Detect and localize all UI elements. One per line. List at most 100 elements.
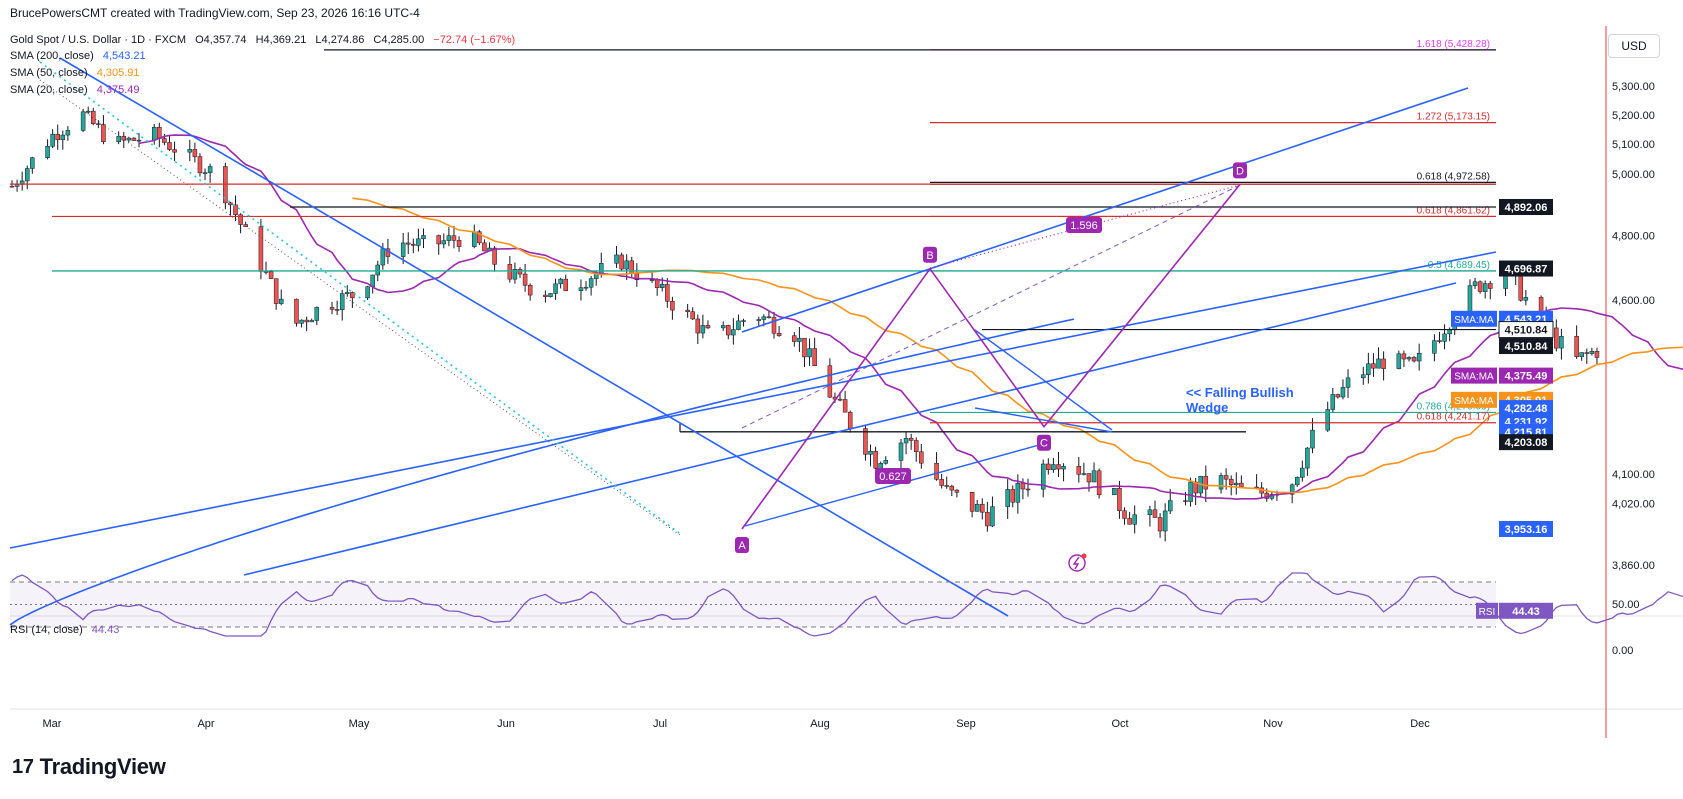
candle-body	[690, 311, 695, 320]
x-tick-label: Jun	[497, 718, 515, 730]
legend-rsi[interactable]: RSI (14, close) 44.43	[10, 624, 119, 636]
channel-line-lower-2	[243, 282, 1457, 576]
candle-body	[990, 506, 995, 527]
currency-button[interactable]: USD	[1608, 34, 1660, 58]
x-tick-label: Dec	[1410, 718, 1430, 730]
wedge-base-line	[974, 407, 1113, 433]
candle-body	[812, 348, 817, 366]
x-tick-label: Nov	[1263, 718, 1283, 730]
candle-body	[1437, 340, 1442, 342]
price-badge-value: 4,510.84	[1505, 341, 1549, 353]
candle-body	[294, 298, 299, 324]
y-tick-label: 4,600.00	[1612, 295, 1655, 307]
candle-body	[548, 293, 553, 297]
candle-body	[1574, 336, 1579, 357]
candle-body	[228, 202, 233, 206]
candle-body	[1203, 475, 1209, 490]
candle-body	[654, 279, 660, 288]
candle-body	[1411, 357, 1417, 362]
rsi-panel: 50.00 0.00 RSI 44.43	[10, 572, 1683, 657]
candle-body	[1157, 517, 1163, 532]
candle-body	[543, 294, 548, 297]
x-tick-label: Aug	[810, 718, 830, 730]
pattern-point-badge	[1233, 162, 1247, 179]
candle-body	[167, 142, 172, 150]
y-tick-label: 4,020.00	[1612, 499, 1655, 511]
candle-body	[1488, 283, 1493, 289]
sma200-line	[9, 318, 1075, 626]
candle-body	[913, 440, 919, 453]
channel-line-upper	[741, 87, 1469, 333]
wedge-upper-line	[974, 329, 1113, 431]
legend-sma200[interactable]: SMA (200, close) 4,543.21	[10, 50, 146, 62]
candle-body	[370, 274, 375, 287]
abcd-pattern-line	[741, 183, 1241, 530]
candle-body	[1406, 357, 1412, 360]
candle-body	[50, 133, 55, 147]
candle-body	[599, 263, 604, 274]
pattern-point-label: A	[738, 540, 746, 552]
candle-body	[350, 292, 355, 299]
candle-body	[1401, 353, 1407, 360]
dotted-trendline-2	[39, 79, 681, 536]
candle-body	[969, 491, 975, 512]
sma20-line	[138, 134, 1683, 501]
candle-body	[731, 329, 736, 336]
candle-body	[1366, 363, 1371, 376]
candle-body	[1096, 470, 1102, 496]
candle-body	[1289, 484, 1295, 495]
tradingview-logo-icon: 17	[12, 755, 34, 778]
candle-body	[1294, 477, 1300, 486]
candle-body	[1300, 467, 1305, 478]
candle-body	[1523, 297, 1529, 301]
candle-body	[273, 278, 279, 304]
x-tick-label: Mar	[43, 718, 62, 730]
legend-sma20[interactable]: SMA (20, close) 4,375.49	[10, 84, 140, 96]
candle-body	[91, 110, 96, 124]
candle-body	[619, 254, 624, 270]
candle-body	[339, 293, 345, 310]
price-badge-value: 4,696.87	[1505, 264, 1548, 276]
price-badge-value: 4,375.49	[1505, 371, 1548, 383]
candle-body	[873, 450, 878, 469]
candle-body	[1594, 350, 1600, 358]
price-badge	[1499, 434, 1553, 451]
candle-body	[278, 298, 284, 304]
candle-body	[903, 438, 909, 444]
candle-body	[162, 138, 167, 143]
candle-body	[1381, 358, 1386, 369]
candle-body	[1025, 488, 1031, 491]
candle-body	[1518, 275, 1524, 301]
candle-body	[365, 286, 370, 299]
candle-body	[136, 139, 142, 142]
candle-body	[309, 320, 314, 323]
sma20-label: SMA (20, close)	[10, 84, 88, 96]
candle-body	[736, 320, 741, 330]
candle-body	[9, 185, 15, 188]
indicator-tag-label: SMA:MA	[1454, 396, 1494, 407]
rsi-band-fill	[10, 582, 1496, 627]
candle-body	[1091, 470, 1097, 483]
legend-sma50[interactable]: SMA (50, close) 4,305.91	[10, 67, 140, 79]
price-badge-value: 3,953.16	[1505, 524, 1548, 536]
candle-body	[436, 235, 441, 245]
tradingview-logo[interactable]: 17 TradingView	[12, 754, 166, 780]
sma20-value: 4,375.49	[96, 84, 140, 96]
ohlc-open: O4,357.74	[195, 34, 247, 46]
indicator-tag	[1451, 310, 1497, 327]
candle-body	[1340, 387, 1346, 398]
candle-body	[1152, 509, 1158, 518]
fib-level-label: 0.618 (4,241.17)	[1417, 412, 1490, 423]
candle-body	[238, 214, 243, 225]
candle-body	[1228, 478, 1234, 486]
candle-body	[1559, 336, 1564, 349]
ratio-label: 1.596	[1070, 220, 1098, 232]
downtrend-line	[59, 57, 1009, 617]
legend-symbol-row[interactable]: Gold Spot / U.S. Dollar · 1D · FXCM O4,3…	[10, 34, 515, 46]
pattern-point-label: C	[1040, 438, 1048, 450]
rsi-value-badge	[1499, 602, 1553, 619]
candle-body	[477, 231, 482, 244]
candle-body	[700, 325, 706, 334]
